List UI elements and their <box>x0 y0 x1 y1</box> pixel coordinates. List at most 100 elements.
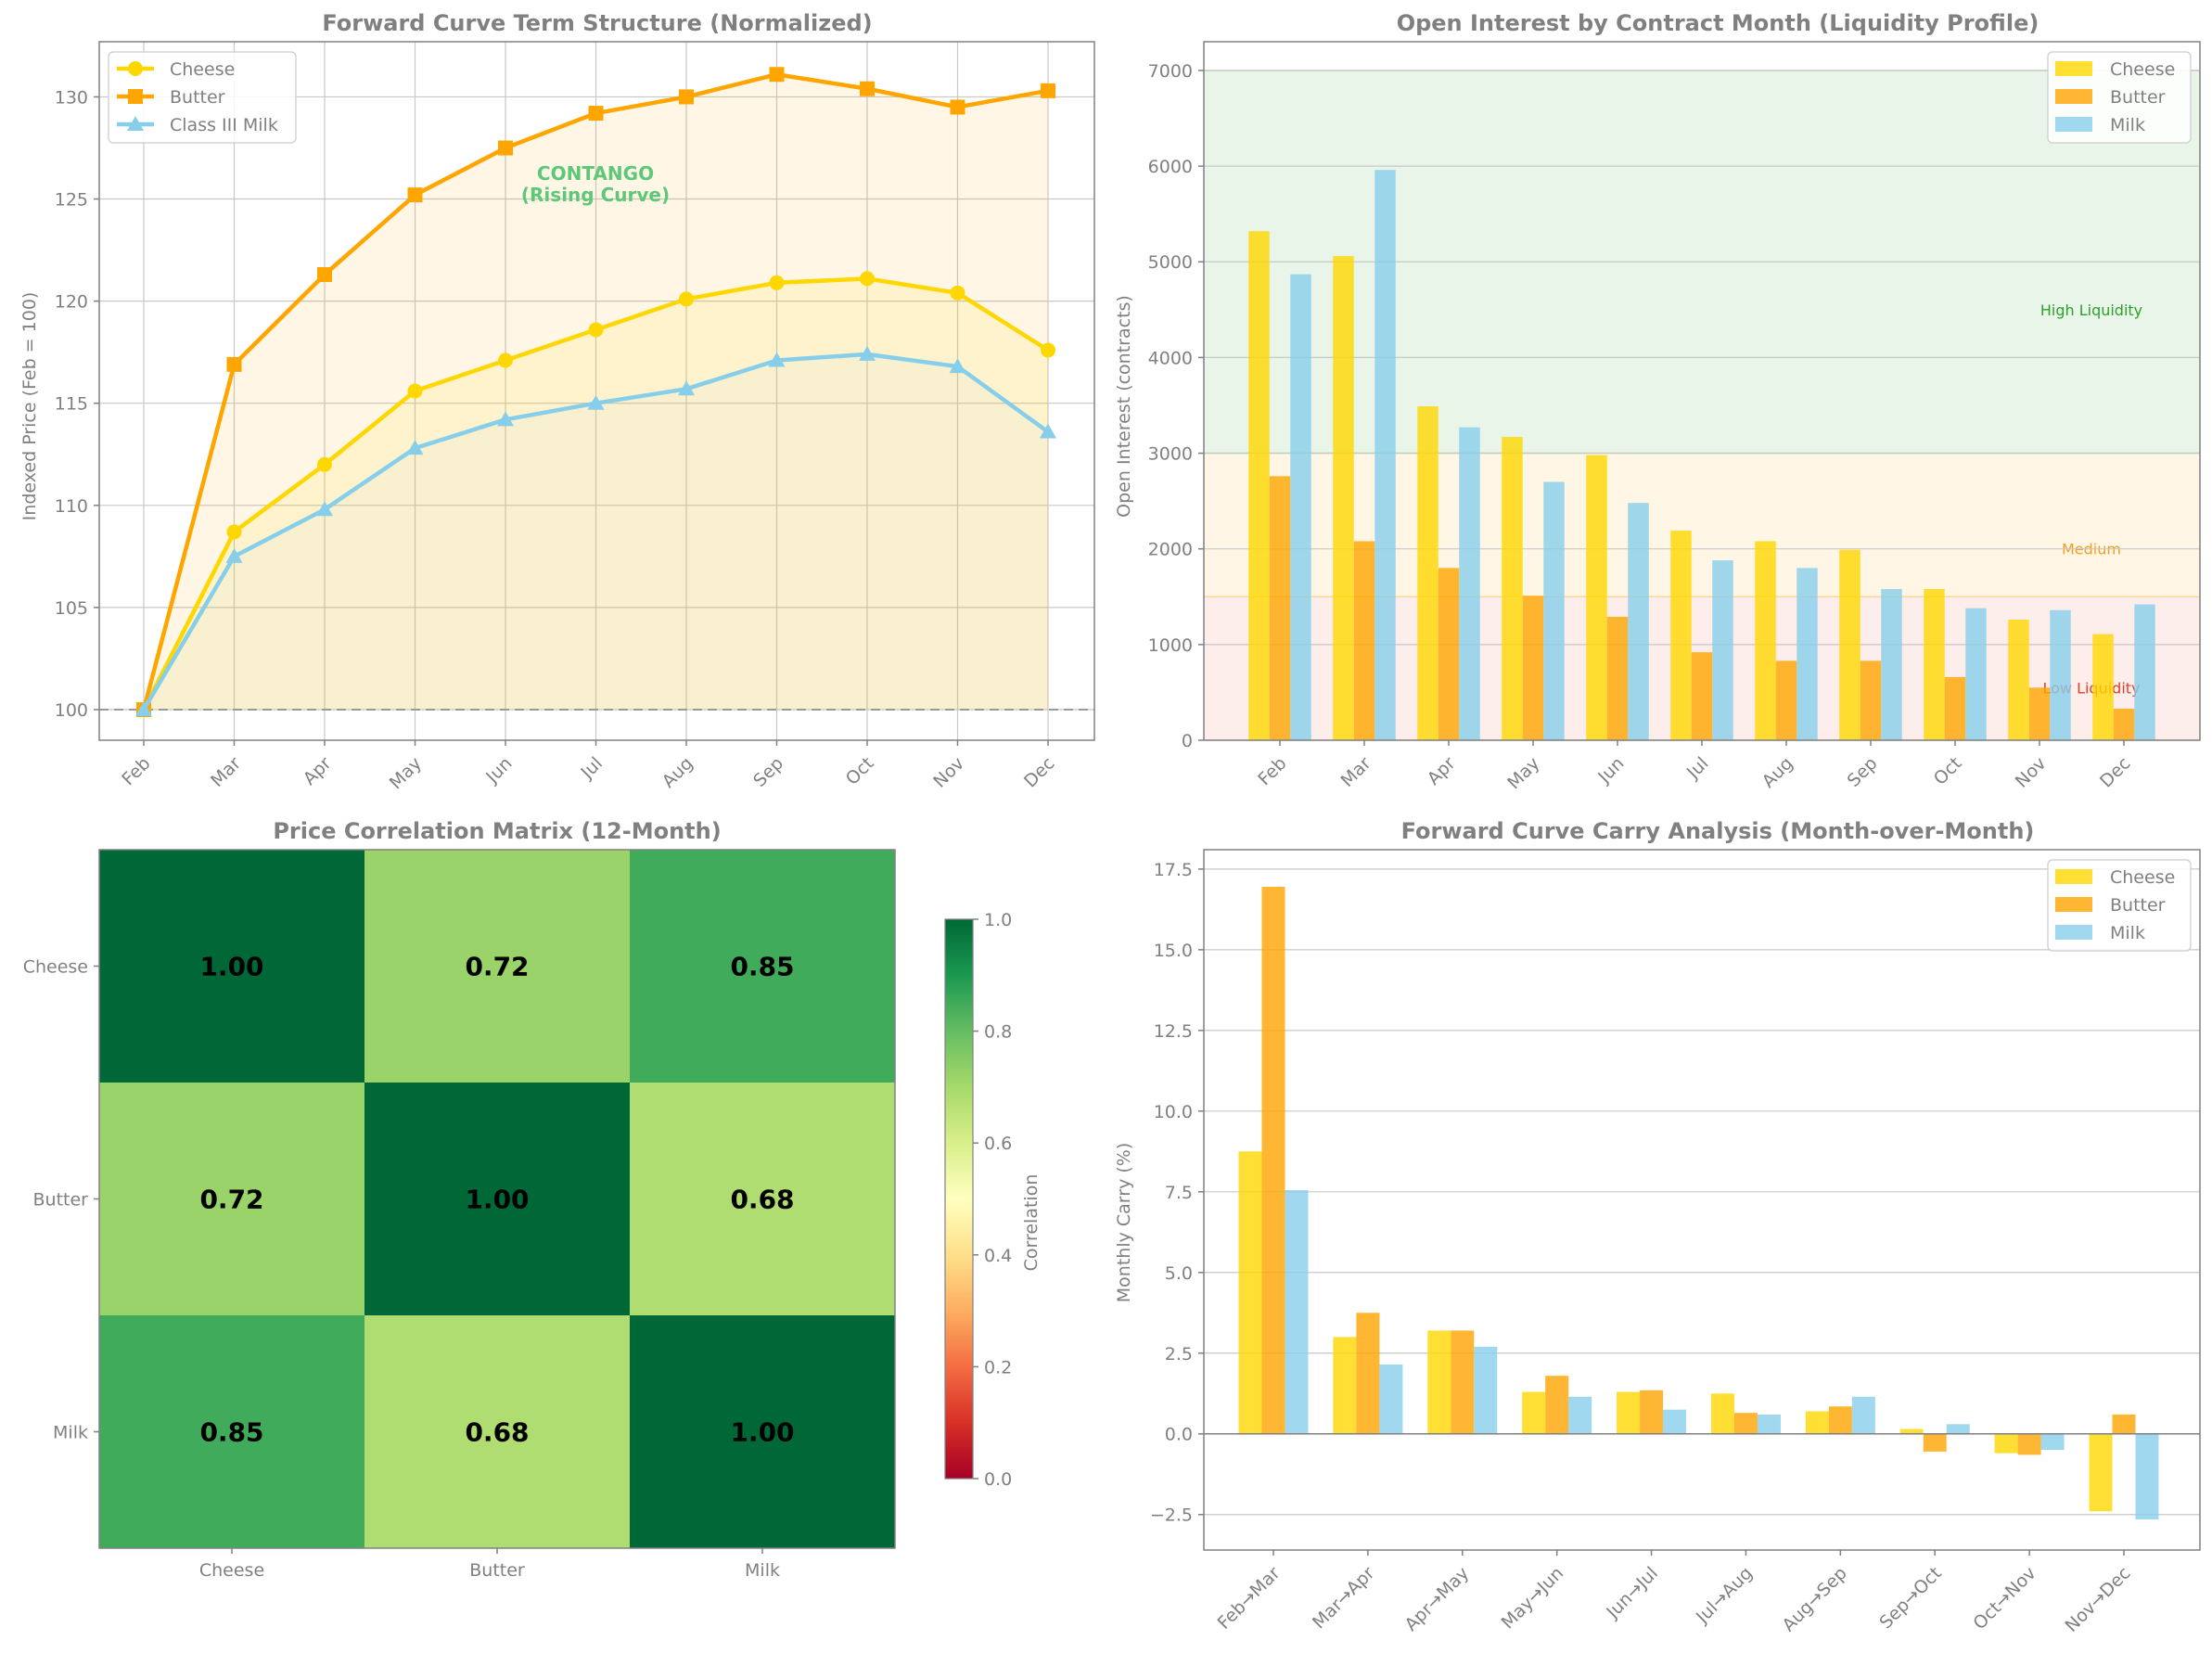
butter-legend-swatch <box>2055 897 2092 912</box>
cheese-legend-swatch <box>2055 61 2092 76</box>
butter-point <box>950 99 965 115</box>
heatmap-row-label: Butter <box>33 1190 89 1211</box>
colorbar <box>944 918 974 1480</box>
milk-point <box>316 501 333 517</box>
y-tick-label: 100 <box>55 700 88 721</box>
heatmap-cell <box>99 1083 364 1315</box>
correlation-panel: Price Correlation Matrix (12-Month) Corr… <box>23 818 1042 1581</box>
contango-annotation-sub: (Rising Curve) <box>521 184 670 206</box>
milk-point <box>768 352 786 367</box>
butter-carry-bar <box>1356 1313 1380 1434</box>
butter-carry-bar <box>1545 1376 1569 1434</box>
butter-open-interest-bar <box>1353 541 1375 740</box>
milk-point <box>859 345 876 361</box>
heatmap-cell <box>364 850 630 1083</box>
y-tick-label: 7.5 <box>1165 1183 1193 1203</box>
butter-open-interest-bar <box>2113 708 2135 740</box>
contango-annotation: CONTANGO <box>537 162 654 185</box>
butter-carry-bar <box>1640 1390 1664 1434</box>
y-tick-label: 0 <box>1182 731 1193 751</box>
y-tick-label: 5000 <box>1148 252 1193 273</box>
heatmap-col-label: Milk <box>745 1560 780 1581</box>
milk-open-interest-bar <box>1290 274 1311 740</box>
y-tick-label: 12.5 <box>1154 1021 1193 1042</box>
legend-label: Butter <box>170 87 225 108</box>
milk-legend-marker <box>127 116 144 131</box>
colorbar-label: Correlation <box>1021 1174 1042 1272</box>
legend-label: Class III Milk <box>170 115 278 135</box>
y-tick-label: 2.5 <box>1165 1344 1193 1365</box>
cheese-point <box>226 524 242 540</box>
colorbar-tick-label: 0.4 <box>984 1246 1012 1266</box>
open-interest-legend: Cheese Butter Milk <box>2047 51 2192 144</box>
cheese-point <box>769 275 785 290</box>
cheese-point <box>679 291 694 307</box>
cheese-open-interest-bar <box>1586 455 1607 740</box>
cheese-carry-bar <box>1427 1330 1451 1434</box>
heatmap-col-label: Butter <box>469 1560 525 1581</box>
cheese-point <box>498 352 513 368</box>
cheese-point <box>950 285 965 301</box>
open-interest-ylabel: Open Interest (contracts) <box>1114 295 1134 518</box>
y-tick-label: 4000 <box>1148 348 1193 368</box>
butter-open-interest-bar <box>2028 687 2051 740</box>
milk-carry-bar <box>2040 1433 2065 1451</box>
cheese-legend-swatch <box>2055 869 2092 884</box>
butter-carry-bar <box>1733 1413 1758 1434</box>
y-tick-label: 125 <box>55 190 88 211</box>
butter-legend-marker <box>128 89 143 104</box>
milk-carry-bar <box>1851 1396 1875 1434</box>
butter-carry-bar <box>1923 1433 1947 1452</box>
y-tick-label: −2.5 <box>1150 1506 1193 1526</box>
butter-point <box>317 267 332 282</box>
cheese-open-interest-bar <box>1755 541 1776 740</box>
cheese-point <box>317 456 332 472</box>
butter-point <box>679 89 694 105</box>
butter-point <box>498 140 513 156</box>
legend-label: Cheese <box>2110 59 2175 80</box>
milk-carry-bar <box>1757 1414 1781 1434</box>
butter-point <box>1041 83 1055 98</box>
legend-label: Milk <box>2110 115 2145 135</box>
cheese-area-fill <box>144 278 1048 710</box>
milk-open-interest-bar <box>2050 609 2071 740</box>
cheese-point <box>588 322 604 338</box>
liquidity-zone-label: High Liquidity <box>2040 301 2142 319</box>
heatmap-row-label: Cheese <box>23 957 88 978</box>
forward-curve-title: Forward Curve Term Structure (Normalized… <box>322 10 872 36</box>
milk-open-interest-bar <box>2134 604 2155 740</box>
heatmap-cell-value: 1.00 <box>730 1417 794 1448</box>
correlation-title: Price Correlation Matrix (12-Month) <box>273 818 721 844</box>
milk-point <box>1040 423 1056 439</box>
legend-label: Milk <box>2110 923 2145 943</box>
milk-carry-bar <box>2135 1433 2159 1519</box>
milk-point <box>587 394 605 410</box>
cheese-point <box>1041 342 1055 358</box>
heatmap-cell <box>630 850 895 1083</box>
butter-point <box>407 187 423 203</box>
heatmap-cell-value: 0.72 <box>199 1185 263 1215</box>
cheese-carry-bar <box>2089 1433 2113 1512</box>
cheese-open-interest-bar <box>2092 634 2114 740</box>
y-tick-label: 2000 <box>1148 540 1193 560</box>
cheese-point <box>407 383 423 399</box>
cheese-carry-bar <box>1710 1393 1734 1434</box>
heatmap-cell <box>630 1083 895 1315</box>
butter-open-interest-bar <box>1775 660 1797 740</box>
cheese-open-interest-bar <box>1417 406 1438 740</box>
heatmap-cell-value: 0.72 <box>465 952 529 982</box>
cheese-open-interest-bar <box>1248 231 1270 741</box>
milk-open-interest-bar <box>1712 560 1733 740</box>
carry-legend: Cheese Butter Milk <box>2047 859 2192 952</box>
milk-legend-swatch <box>2055 117 2092 132</box>
cheese-open-interest-bar <box>1670 531 1692 740</box>
milk-area-fill <box>144 353 1048 710</box>
butter-carry-bar <box>2017 1433 2041 1455</box>
milk-carry-bar <box>1946 1424 1970 1434</box>
milk-open-interest-bar <box>1796 568 1818 740</box>
milk-open-interest-bar <box>1628 503 1649 740</box>
y-tick-label: 3000 <box>1148 444 1193 465</box>
milk-open-interest-bar <box>1543 481 1565 740</box>
cheese-carry-bar <box>1994 1433 2018 1454</box>
milk-carry-bar <box>1474 1346 1498 1434</box>
